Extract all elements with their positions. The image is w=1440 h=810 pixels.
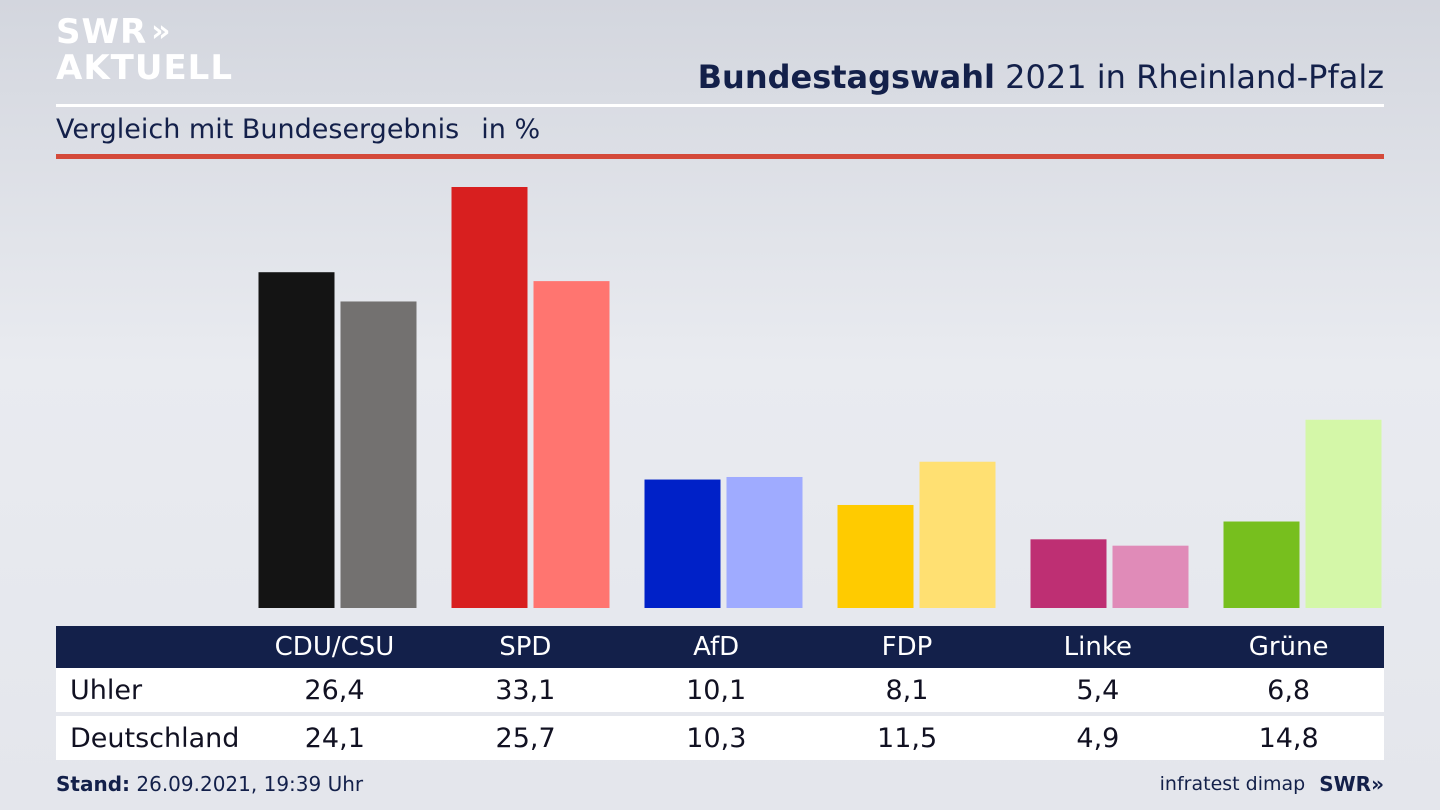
party-header: Linke (1063, 632, 1132, 662)
row-label: Deutschland (70, 722, 240, 754)
accent-divider (56, 154, 1384, 159)
page-title: Bundestagswahl 2021 in Rheinland-Pfalz (698, 58, 1384, 96)
party-header: Grüne (1248, 632, 1329, 662)
bar-cdu-csu-deutschland (340, 301, 417, 608)
table-cell: 4,9 (1076, 722, 1120, 754)
logo-line1: SWR (56, 12, 148, 52)
bar-afd-uhler (644, 479, 721, 608)
unit-label: in % (481, 114, 541, 145)
title-divider (56, 104, 1384, 107)
table-cell: 11,5 (877, 722, 938, 754)
table-header-row: CDU/CSU SPD AfD FDP Linke Grüne (56, 626, 1384, 668)
source-label: infratest dimap (1159, 773, 1306, 795)
bar-gr-ne-deutschland (1305, 419, 1382, 608)
source-credit: infratest dimap SWR» (1160, 772, 1384, 796)
bar-afd-deutschland (726, 476, 803, 608)
table-cell: 6,8 (1267, 674, 1311, 706)
chevron-right-icon: » (1371, 772, 1384, 796)
title-bold: Bundestagswahl (697, 58, 995, 96)
table-row: Deutschland 24,1 25,7 10,3 11,5 4,9 14,8 (56, 716, 1384, 760)
bar-spd-deutschland (533, 281, 610, 608)
chart-subtitle: Vergleich mit Bundesergebnis in % (56, 114, 540, 145)
bar-chart (258, 187, 1382, 608)
table-row: Uhler 26,4 33,1 10,1 8,1 5,4 6,8 (56, 668, 1384, 712)
bar-cdu-csu-uhler (258, 272, 335, 608)
bar-gr-ne-uhler (1223, 521, 1300, 608)
swr-footer-logo: SWR» (1319, 772, 1384, 796)
bar-fdp-uhler (837, 504, 914, 608)
swr-aktuell-logo: SWR» AKTUELL (56, 14, 233, 86)
logo-line2: AKTUELL (56, 48, 234, 88)
party-header: CDU/CSU (274, 632, 395, 662)
table-cell: 14,8 (1258, 722, 1319, 754)
table-cell: 25,7 (495, 722, 556, 754)
table-cell: 33,1 (495, 674, 556, 706)
table-cell: 26,4 (304, 674, 365, 706)
bar-linke-uhler (1030, 539, 1107, 608)
brand-label: SWR (1319, 772, 1372, 796)
stand-value: 26.09.2021, 19:39 Uhr (130, 772, 364, 796)
bar-spd-uhler (451, 187, 528, 608)
row-label: Uhler (70, 674, 143, 706)
stand-label: Stand: (56, 772, 131, 796)
timestamp: Stand: 26.09.2021, 19:39 Uhr (56, 772, 363, 796)
party-header: FDP (881, 632, 933, 662)
table-cell: 10,3 (686, 722, 747, 754)
bar-fdp-deutschland (919, 461, 996, 608)
table-cell: 10,1 (686, 674, 747, 706)
bar-linke-deutschland (1112, 545, 1189, 608)
party-header: SPD (499, 632, 552, 662)
table-cell: 5,4 (1076, 674, 1120, 706)
table-cell: 8,1 (885, 674, 929, 706)
title-rest: 2021 in Rheinland-Pfalz (995, 58, 1384, 96)
results-table: CDU/CSU SPD AfD FDP Linke Grüne Uhler 26… (56, 626, 1384, 760)
subtitle-text: Vergleich mit Bundesergebnis (56, 114, 460, 145)
party-header: AfD (693, 632, 740, 662)
table-cell: 24,1 (304, 722, 365, 754)
